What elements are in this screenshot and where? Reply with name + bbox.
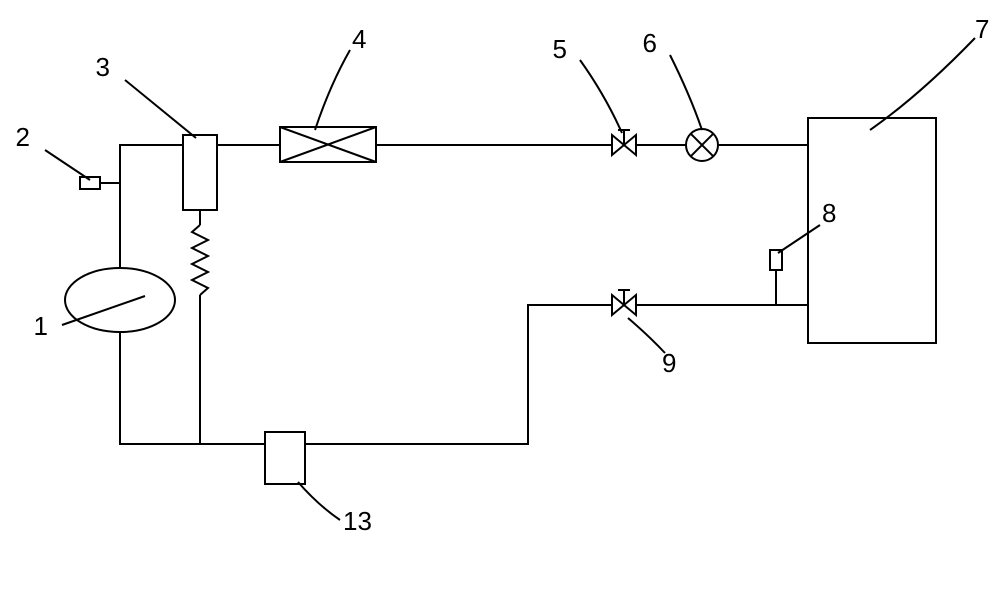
valve-5 [612, 130, 636, 155]
schematic-diagram: 1 2 3 4 5 6 7 8 9 13 [0, 0, 1000, 615]
compressor-ellipse [65, 268, 175, 332]
expansion-valve-6 [686, 129, 718, 161]
label-1: 1 [34, 311, 48, 341]
sensor-8 [770, 250, 782, 270]
block-7 [808, 118, 936, 343]
block-13 [265, 432, 305, 484]
label-13: 13 [343, 506, 372, 536]
label-2: 2 [16, 122, 30, 152]
label-3: 3 [96, 52, 110, 82]
block-3 [183, 135, 217, 210]
valve-9 [612, 290, 636, 315]
label-5: 5 [553, 34, 567, 64]
label-8: 8 [822, 198, 836, 228]
label-4: 4 [352, 24, 366, 54]
label-7: 7 [975, 14, 989, 44]
label-6: 6 [643, 28, 657, 58]
heater-4 [280, 127, 376, 162]
label-9: 9 [662, 348, 676, 378]
